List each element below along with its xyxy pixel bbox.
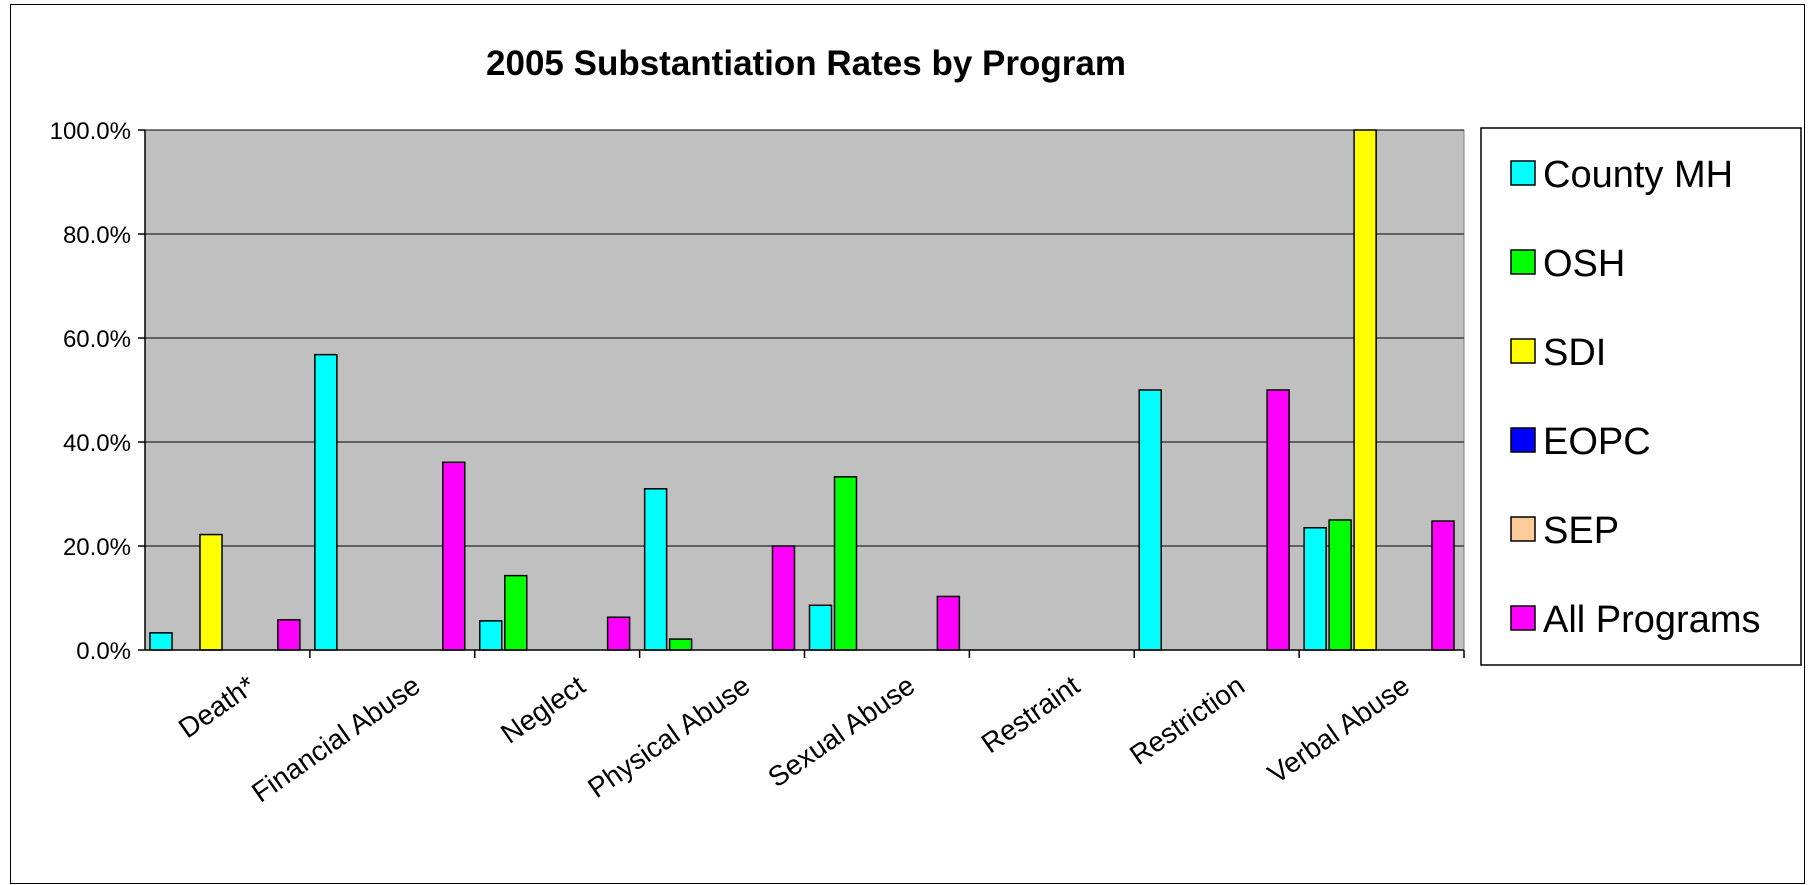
bar-all-programs <box>1266 389 1290 651</box>
bar-sdi <box>1353 129 1377 651</box>
bar-all-programs <box>442 461 466 651</box>
y-tick-label: 60.0% <box>63 326 131 353</box>
bar-all-programs <box>771 545 796 651</box>
y-tick-label: 0.0% <box>76 638 131 665</box>
legend-label: OSH <box>1543 243 1625 285</box>
legend-swatch <box>1510 427 1536 453</box>
chart-frame: 2005 Substantiation Rates by Program 0.0… <box>10 4 1805 884</box>
y-tick-label: 40.0% <box>63 430 131 457</box>
plot-area <box>144 129 1465 651</box>
legend-swatch <box>1510 338 1536 364</box>
bar-osh <box>504 574 528 651</box>
legend-box <box>1480 127 1802 666</box>
bar-all-programs <box>936 595 961 651</box>
x-category-label: Physical Abuse <box>582 670 755 804</box>
bar-osh <box>668 638 693 651</box>
x-category-label: Restraint <box>976 669 1086 759</box>
bar-county-mh <box>314 353 338 651</box>
x-category-label: Death* <box>173 669 261 744</box>
x-category-label: Financial Abuse <box>246 670 426 809</box>
legend: County MH OSH SDI EOPC SEP All Programs <box>1480 127 1802 666</box>
bar-county-mh <box>1138 389 1162 651</box>
bar-sdi <box>199 533 223 651</box>
legend-swatch <box>1510 605 1536 631</box>
bar-osh <box>833 476 858 651</box>
legend-label: SDI <box>1543 332 1606 374</box>
x-category-label: Restriction <box>1124 670 1250 771</box>
bar-county-mh <box>808 604 833 651</box>
legend-label: SEP <box>1543 510 1619 552</box>
bar-all-programs <box>277 619 301 651</box>
legend-swatch <box>1510 160 1536 186</box>
x-category-label: Neglect <box>495 669 591 749</box>
legend-label: All Programs <box>1543 599 1761 641</box>
legend-label: EOPC <box>1543 421 1651 463</box>
bar-county-mh <box>643 488 668 651</box>
bar-chart: 2005 Substantiation Rates by Program 0.0… <box>50 44 1802 809</box>
legend-label: County MH <box>1543 154 1733 196</box>
bar-county-mh <box>149 632 173 651</box>
bar-osh <box>1328 519 1352 651</box>
bar-all-programs <box>606 616 631 651</box>
legend-swatch <box>1510 516 1536 542</box>
chart-title: 2005 Substantiation Rates by Program <box>486 44 1126 83</box>
legend-swatch <box>1510 249 1536 275</box>
x-category-label: Verbal Abuse <box>1262 670 1415 790</box>
x-category-label: Sexual Abuse <box>762 670 920 794</box>
bar-county-mh <box>1303 527 1327 651</box>
y-tick-label: 20.0% <box>63 534 131 561</box>
y-tick-label: 80.0% <box>63 222 131 249</box>
y-tick-label: 100.0% <box>50 118 131 145</box>
gridlines <box>145 129 1464 547</box>
bar-county-mh <box>479 620 503 651</box>
bar-all-programs <box>1431 520 1455 651</box>
